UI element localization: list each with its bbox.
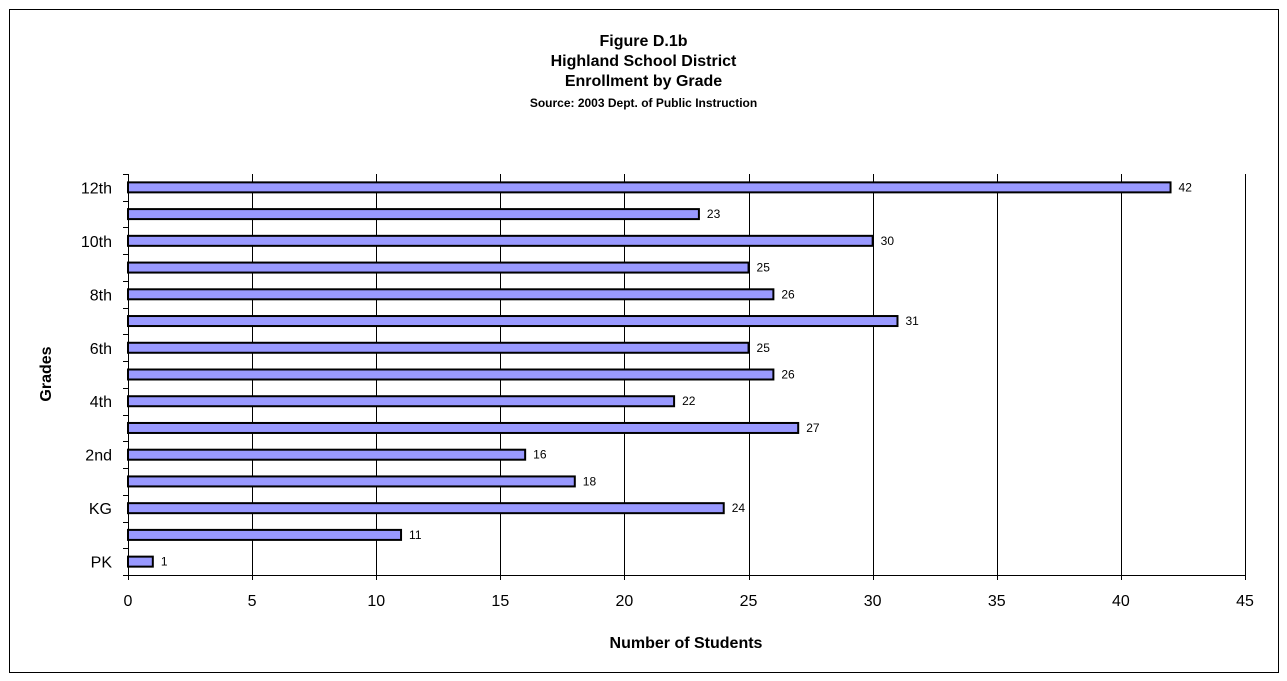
x-tick-label: 5 bbox=[248, 593, 257, 610]
x-tick-label: 10 bbox=[367, 593, 385, 610]
chart-title-block: Figure D.1b Highland School District Enr… bbox=[0, 32, 1287, 112]
y-tick-label: 12th bbox=[81, 180, 112, 197]
x-tick-label: 40 bbox=[1112, 593, 1130, 610]
bar bbox=[127, 234, 874, 247]
x-tick-label: 30 bbox=[864, 593, 882, 610]
y-tick-label: 2nd bbox=[85, 448, 112, 465]
y-tick-label: 8th bbox=[90, 287, 112, 304]
y-tick-label: 4th bbox=[90, 394, 112, 411]
data-label: 18 bbox=[583, 474, 597, 488]
y-tick-label: PK bbox=[91, 555, 113, 572]
data-label: 31 bbox=[905, 314, 919, 328]
x-tick-label: 0 bbox=[124, 593, 133, 610]
data-label: 22 bbox=[682, 394, 696, 408]
chart-title-line-3: Enrollment by Grade bbox=[564, 73, 723, 90]
y-axis-title: Grades bbox=[38, 346, 55, 401]
bar bbox=[127, 502, 725, 515]
chart-subtitle: Source: 2003 Dept. of Public Instruction bbox=[529, 96, 758, 110]
data-label: 25 bbox=[757, 261, 771, 275]
data-label: 16 bbox=[533, 448, 547, 462]
chart-title-line-2: Highland School District bbox=[550, 53, 737, 70]
data-label: 26 bbox=[781, 287, 795, 301]
y-tick-label: KG bbox=[89, 501, 112, 518]
bar bbox=[127, 421, 800, 434]
bar bbox=[127, 475, 576, 488]
data-label: 24 bbox=[732, 501, 746, 515]
x-tick-label: 35 bbox=[988, 593, 1006, 610]
y-tick-label: 10th bbox=[81, 234, 112, 251]
bar bbox=[127, 448, 527, 461]
data-label: 11 bbox=[409, 528, 422, 542]
bar bbox=[127, 208, 700, 221]
data-label: 27 bbox=[806, 421, 820, 435]
x-axis-title: Number of Students bbox=[610, 635, 763, 652]
bar bbox=[127, 315, 899, 328]
x-tick-label: 45 bbox=[1236, 593, 1254, 610]
bar bbox=[127, 341, 750, 354]
data-label: 30 bbox=[881, 234, 895, 248]
data-label: 42 bbox=[1179, 180, 1193, 194]
bar bbox=[127, 395, 676, 408]
chart-title-line-1: Figure D.1b bbox=[599, 33, 688, 50]
bar bbox=[127, 555, 154, 568]
data-label: 23 bbox=[707, 207, 721, 221]
data-label: 26 bbox=[781, 368, 795, 382]
chart-frame bbox=[9, 9, 1279, 673]
bar bbox=[127, 368, 775, 381]
axes bbox=[123, 174, 1246, 580]
x-tick-label: 20 bbox=[616, 593, 634, 610]
data-label: 1 bbox=[161, 555, 168, 569]
data-label: 25 bbox=[757, 341, 771, 355]
y-tick-label: 6th bbox=[90, 341, 112, 358]
bar bbox=[127, 288, 775, 301]
labels: 0 5 10 15 20 25 30 35 40 45 1 PK 11 24 KG 18 16 2nd 27 22 4t… bbox=[81, 180, 1254, 610]
bar bbox=[127, 181, 1172, 194]
bar bbox=[127, 261, 750, 274]
bars bbox=[127, 181, 1172, 568]
bar bbox=[127, 528, 403, 541]
x-tick-label: 25 bbox=[740, 593, 758, 610]
x-tick-label: 15 bbox=[491, 593, 509, 610]
